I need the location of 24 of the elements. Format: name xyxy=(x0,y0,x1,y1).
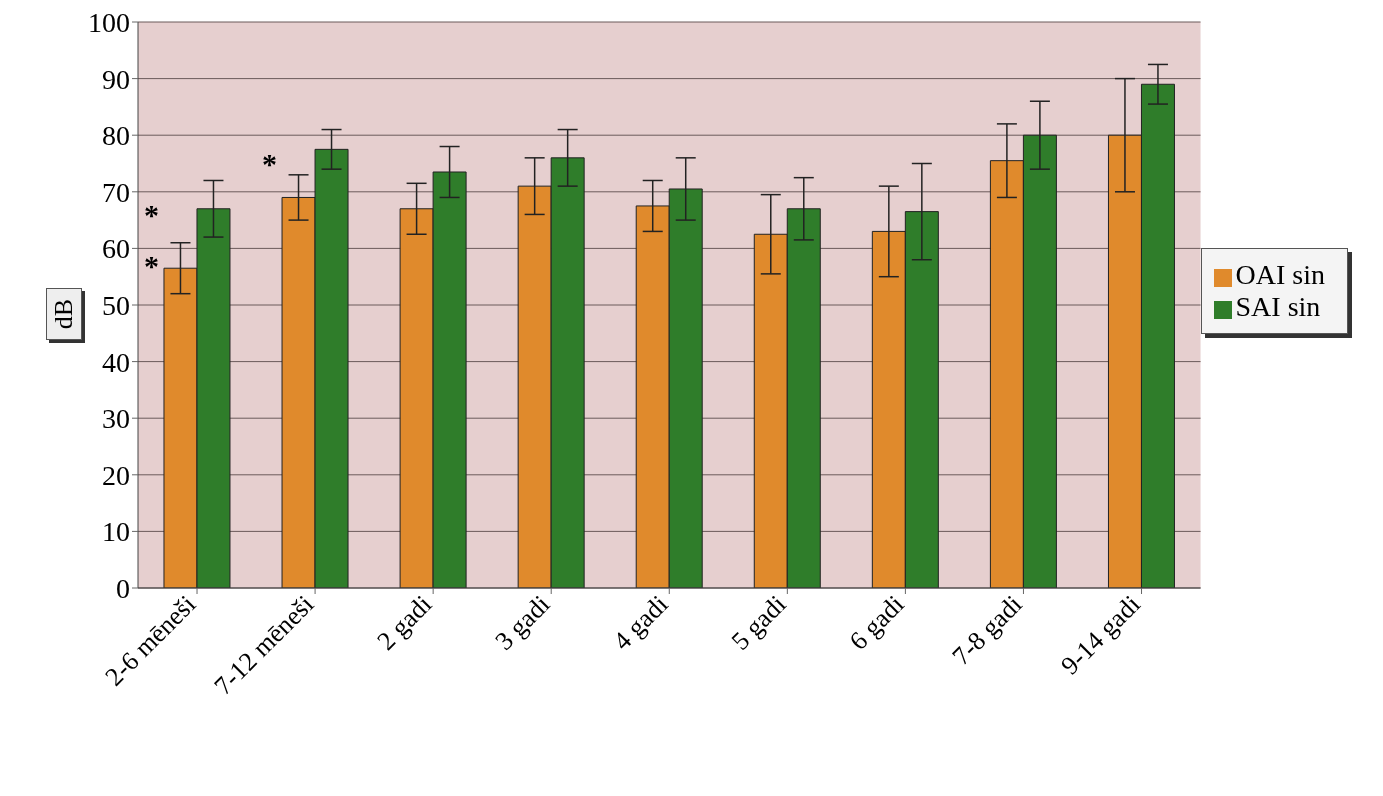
x-tick-label: 2 gadi xyxy=(371,589,438,656)
y-tick-label: 10 xyxy=(102,516,130,548)
annotation: * xyxy=(262,147,278,181)
y-tick-label: 40 xyxy=(102,346,130,378)
y-tick-label: 60 xyxy=(102,233,130,265)
y-axis-title: dB xyxy=(49,298,79,330)
y-tick-label: 20 xyxy=(102,459,130,491)
legend-label: SAI sin xyxy=(1235,291,1321,322)
x-tick-label: 9-14 gadi xyxy=(1055,589,1146,681)
y-tick-label: 50 xyxy=(102,289,130,321)
y-tick-label: 80 xyxy=(102,120,130,152)
x-tick-label: 5 gadi xyxy=(725,589,792,656)
x-tick-label: 6 gadi xyxy=(843,589,910,656)
y-tick-label: 90 xyxy=(102,63,130,95)
y-tick-label: 0 xyxy=(116,572,130,604)
y-tick-label: 70 xyxy=(102,176,130,208)
x-tick-label: 3 gadi xyxy=(489,589,556,656)
y-tick-label: 30 xyxy=(102,403,130,435)
legend-label: OAI sin xyxy=(1235,259,1325,290)
annotation: * xyxy=(144,249,160,283)
annotation: * xyxy=(144,198,160,232)
y-tick-label: 100 xyxy=(88,6,130,38)
x-tick-label: 4 gadi xyxy=(607,589,674,656)
x-tick-label: 7-8 gadi xyxy=(946,589,1028,671)
